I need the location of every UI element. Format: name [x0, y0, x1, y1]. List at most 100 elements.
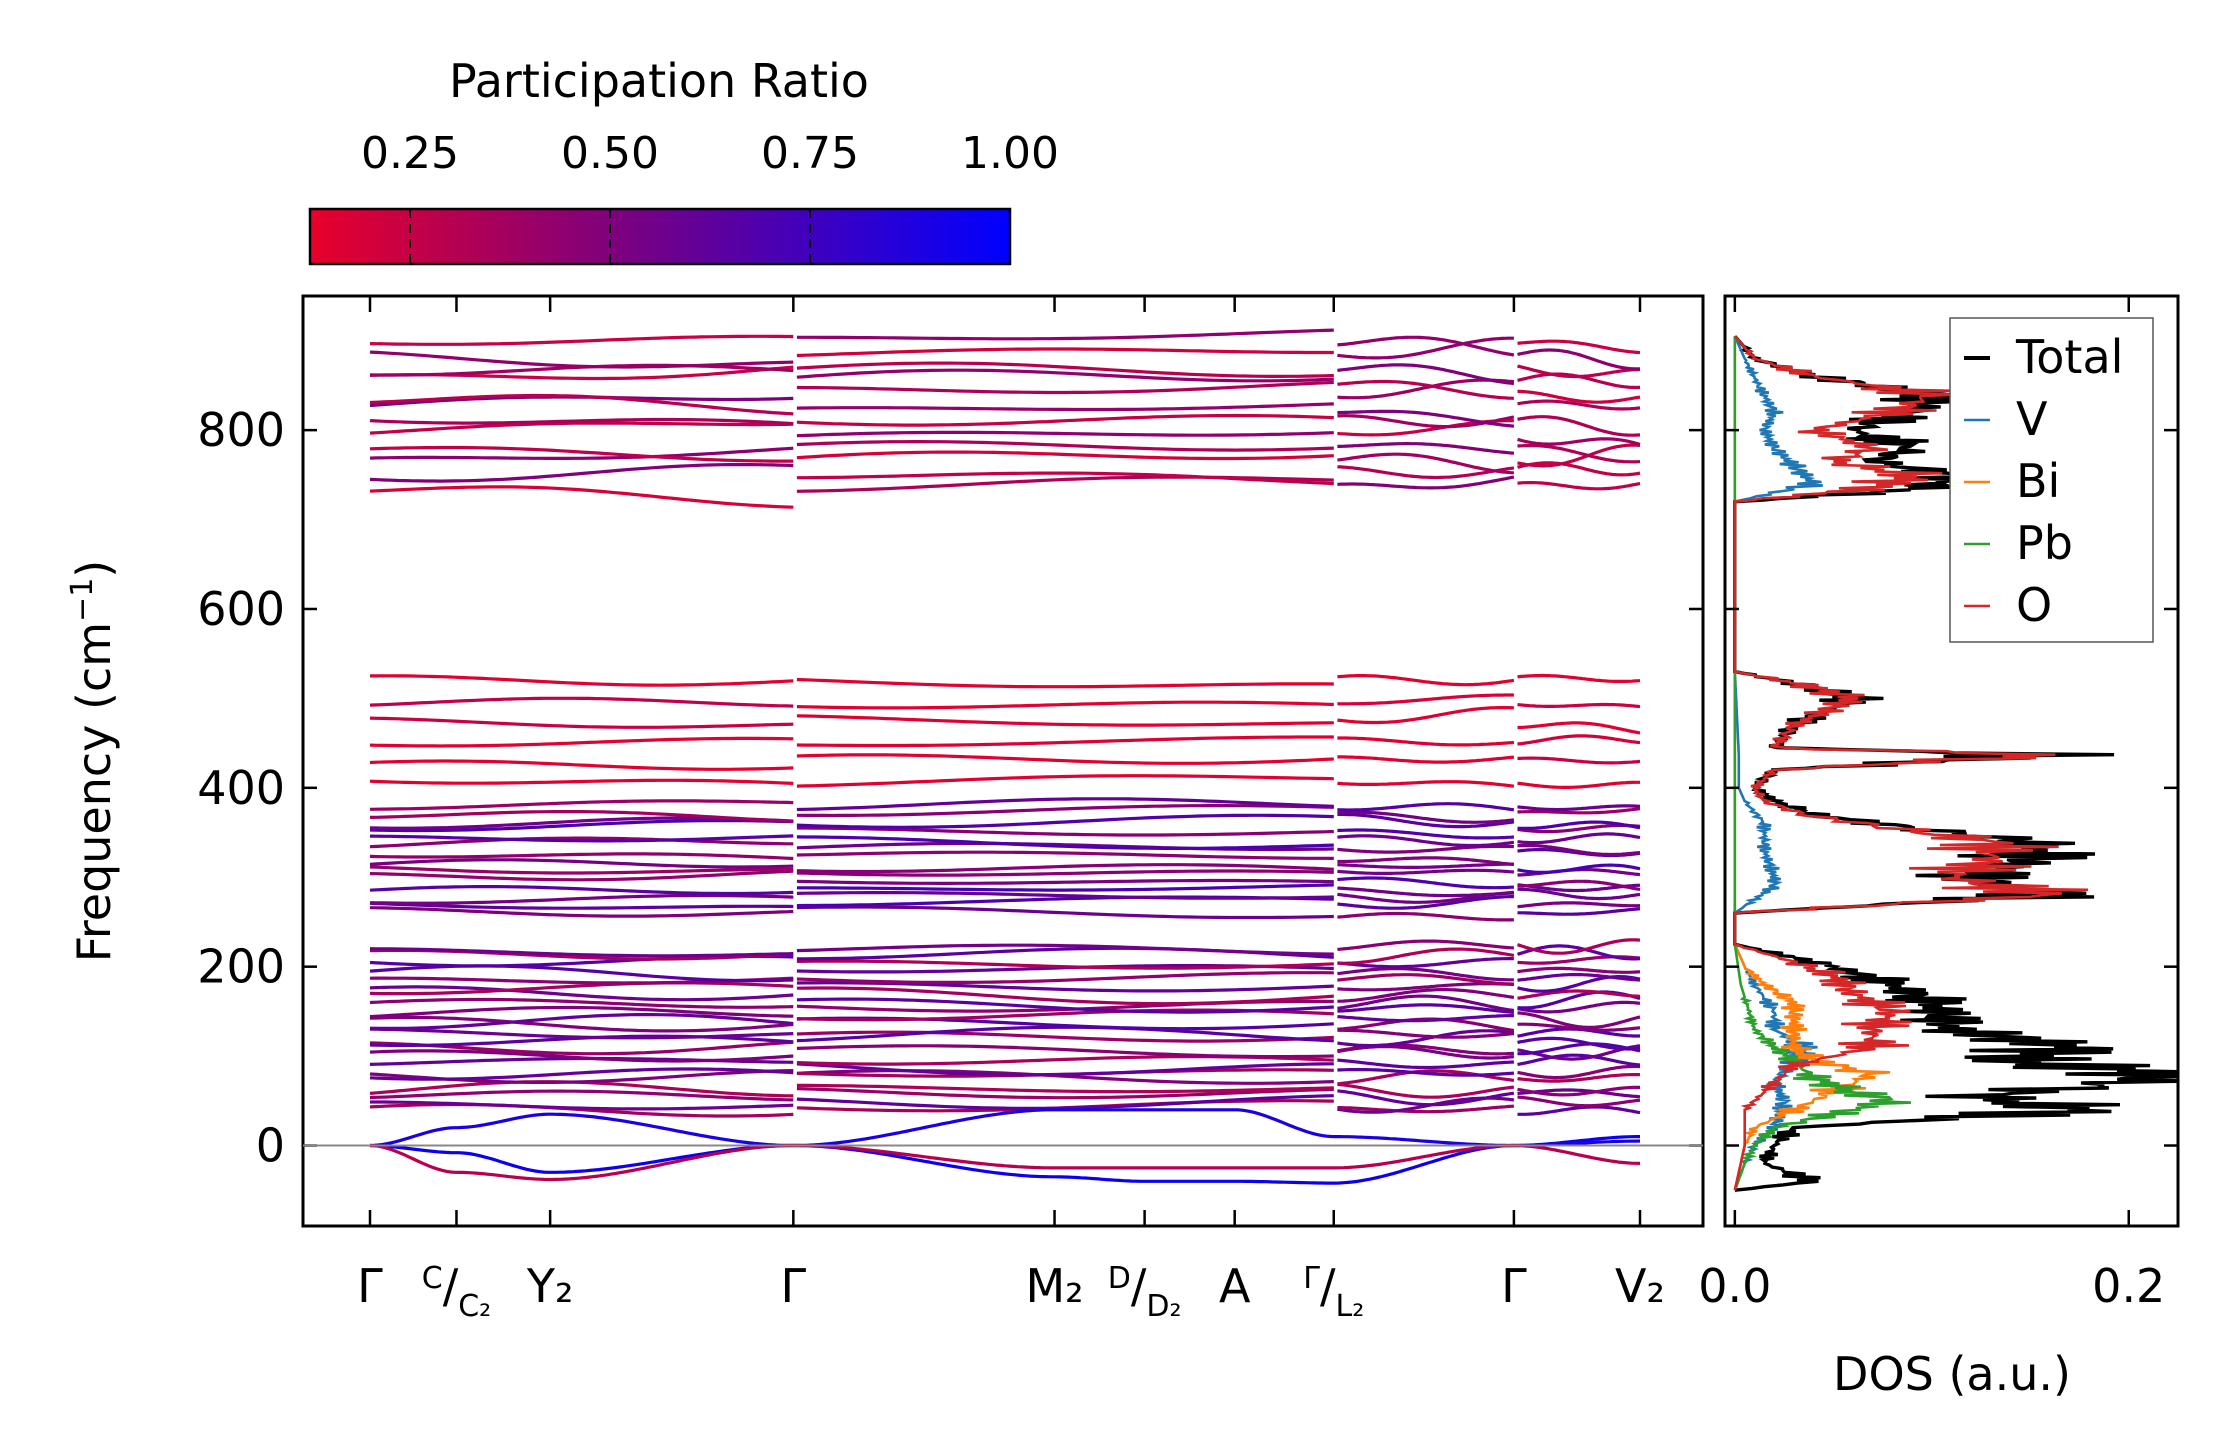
optic-band	[796, 869, 1334, 877]
optic-band	[369, 981, 794, 996]
optic-band	[369, 1067, 794, 1081]
optic-band	[1337, 442, 1515, 455]
optic-band	[1517, 389, 1641, 404]
optic-band	[796, 813, 1334, 829]
optic-band	[1517, 1022, 1641, 1032]
y-tick-label: 400	[197, 761, 285, 815]
dos-line-pb	[1733, 336, 1911, 1191]
optic-band	[1337, 335, 1515, 357]
optic-band	[1517, 339, 1641, 355]
optic-band	[369, 736, 794, 748]
optic-band	[1337, 834, 1515, 848]
optic-band	[796, 413, 1334, 427]
optic-band	[796, 368, 1334, 383]
y-tick-label: 0	[256, 1119, 285, 1173]
optic-band	[1337, 862, 1514, 869]
optic-band	[1517, 938, 1641, 955]
optic-band	[369, 696, 794, 708]
optic-band	[1517, 804, 1641, 812]
optic-band	[796, 986, 1334, 1006]
optic-band	[796, 959, 1334, 970]
optic-band	[1517, 1036, 1641, 1051]
optic-band	[369, 446, 794, 460]
optic-band	[796, 943, 1334, 956]
optic-band	[796, 774, 1334, 788]
dos-legend: Total V Bi Pb O	[1949, 317, 2154, 643]
optic-band	[1337, 706, 1514, 725]
optic-band	[1517, 863, 1641, 874]
optic-band	[369, 421, 794, 435]
optic-band	[796, 863, 1334, 874]
optic-band	[369, 716, 794, 729]
optic-band	[369, 836, 794, 849]
optic-band	[1337, 693, 1514, 706]
optic-band	[1517, 702, 1641, 709]
optic-band	[1517, 843, 1641, 857]
optic-band	[796, 753, 1334, 765]
optic-band	[1337, 736, 1515, 747]
optic-band	[1517, 973, 1641, 982]
dispersion-frame	[301, 294, 1705, 1228]
optic-band	[1337, 911, 1514, 922]
optic-band	[1517, 1105, 1641, 1116]
optic-band	[369, 1015, 794, 1033]
optic-band	[1517, 1011, 1641, 1030]
optic-band	[796, 361, 1334, 378]
optic-band	[1337, 982, 1514, 992]
optic-band	[1517, 399, 1641, 411]
optic-band	[796, 1030, 1334, 1043]
optic-band	[1337, 868, 1515, 875]
optic-band	[1337, 755, 1515, 764]
optic-band	[1517, 721, 1641, 735]
optic-band	[1517, 1073, 1641, 1083]
optic-band	[1517, 966, 1641, 974]
optic-band	[369, 819, 794, 833]
optic-band	[369, 759, 794, 771]
optic-band	[1337, 939, 1515, 951]
optic-band	[1337, 1067, 1515, 1077]
optic-band	[369, 445, 794, 463]
optic-band	[1337, 674, 1515, 687]
x-tick-label: Y₂	[526, 1259, 574, 1313]
y-tick-label: 800	[197, 403, 285, 457]
optic-band	[369, 865, 794, 875]
dos-line-o	[1733, 335, 2089, 1191]
x-tick-label: V₂	[1615, 1259, 1665, 1313]
optic-band	[1337, 409, 1515, 428]
optic-band	[1517, 481, 1641, 491]
x-tick-label: C/C₂	[422, 1259, 491, 1324]
optic-band	[796, 1044, 1334, 1059]
optic-band	[369, 810, 794, 823]
optic-band	[796, 826, 1334, 837]
optic-band	[796, 891, 1334, 900]
optic-band	[370, 674, 794, 687]
optic-band	[1517, 364, 1640, 379]
optic-band	[1337, 475, 1515, 490]
optic-band	[369, 365, 794, 381]
optic-band	[796, 735, 1334, 748]
dos-x-tick-label: 0.0	[1698, 1259, 1771, 1313]
optic-band	[369, 463, 794, 483]
optic-band	[796, 835, 1334, 850]
optic-band	[1337, 1014, 1514, 1023]
optic-band	[369, 417, 794, 426]
acoustic-1	[369, 1135, 1640, 1185]
legend-box	[1949, 317, 2154, 643]
optic-band	[1337, 1058, 1514, 1070]
optic-band	[796, 1025, 1334, 1043]
optic-band	[1517, 437, 1641, 446]
optic-band	[796, 804, 1334, 818]
colorbar-tick-label: 0.25	[361, 128, 459, 179]
optic-band	[1337, 994, 1515, 1013]
dos-x-tick-label: 0.2	[2092, 1259, 2165, 1313]
optic-band	[1517, 1000, 1641, 1014]
optic-band	[796, 797, 1334, 812]
optic-band	[1337, 802, 1515, 812]
colorbar-tick-label: 0.75	[761, 128, 859, 179]
optic-band	[796, 883, 1334, 892]
optic-band	[1517, 734, 1641, 746]
optic-band	[1337, 1089, 1515, 1107]
legend-label: V	[2016, 392, 2048, 446]
optic-band	[796, 981, 1334, 993]
